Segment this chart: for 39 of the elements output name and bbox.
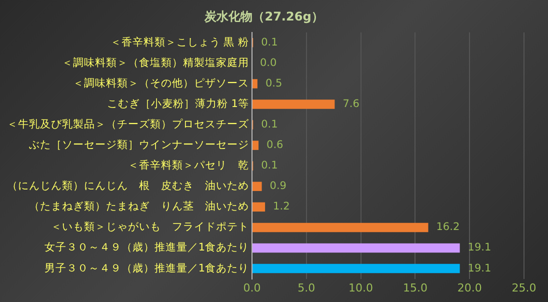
- y-tick-label: こむぎ［小麦粉］薄力粉 1等: [106, 97, 249, 110]
- data-label: 1.2: [273, 200, 290, 213]
- bar: [252, 79, 258, 88]
- x-tick-label: 0.0: [243, 281, 261, 294]
- data-label: 19.1: [468, 262, 492, 274]
- data-label: 0.1: [261, 36, 278, 48]
- x-tick-label: 25.0: [512, 281, 536, 294]
- data-label: 0.6: [266, 139, 284, 152]
- x-tick-label: 5.0: [298, 281, 316, 294]
- chart-title: 炭水化物（27.26g）: [204, 9, 324, 24]
- y-tick-label: （にんじん類）にんじん 根 皮むき 油いため: [7, 179, 249, 192]
- data-label: 0.9: [270, 180, 286, 192]
- bar: [252, 100, 335, 109]
- y-tick-label: ＜いも類＞じゃがいも フライドポテト: [51, 221, 249, 234]
- y-tick-label: ＜調味料類＞（その他）ピザソース: [73, 76, 249, 90]
- y-tick-label: 男子３０～４９（歳）推進量／1食あたり: [44, 261, 249, 274]
- bar: [252, 202, 266, 212]
- data-label: 16.2: [436, 221, 460, 234]
- bar: [252, 182, 262, 192]
- x-tick-label: 15.0: [402, 281, 428, 294]
- y-tick-label: ＜香辛料類＞こしょう 黒 粉: [110, 35, 249, 48]
- data-label: 0.1: [261, 118, 278, 131]
- y-tick-label: ＜調味料類＞（食塩類）精製塩家庭用: [62, 56, 249, 69]
- data-label: 0.5: [265, 77, 282, 90]
- data-label: 7.6: [342, 98, 360, 110]
- data-label: 19.1: [468, 242, 492, 254]
- y-tick-label: ＜牛乳及び乳製品＞（チーズ類）プロセスチーズ: [7, 118, 250, 131]
- bar: [252, 243, 460, 253]
- data-label: 0.0: [260, 56, 277, 69]
- y-tick-label: 女子３０～４９（歳）推進量／1食あたり: [44, 240, 249, 254]
- y-tick-label: ＜香辛料類＞パセリ 乾: [128, 158, 249, 172]
- x-tick-label: 10.0: [348, 281, 374, 294]
- bar: [252, 222, 428, 232]
- bar: [252, 140, 259, 150]
- data-label: 0.1: [261, 160, 278, 172]
- bar: [252, 264, 460, 274]
- y-tick-label: （たまねぎ類）たまねぎ りん茎 油いため: [29, 200, 249, 213]
- y-tick-label: ぶた［ソーセージ類］ウインナーソーセージ: [29, 139, 249, 152]
- x-tick-label: 20.0: [457, 281, 482, 294]
